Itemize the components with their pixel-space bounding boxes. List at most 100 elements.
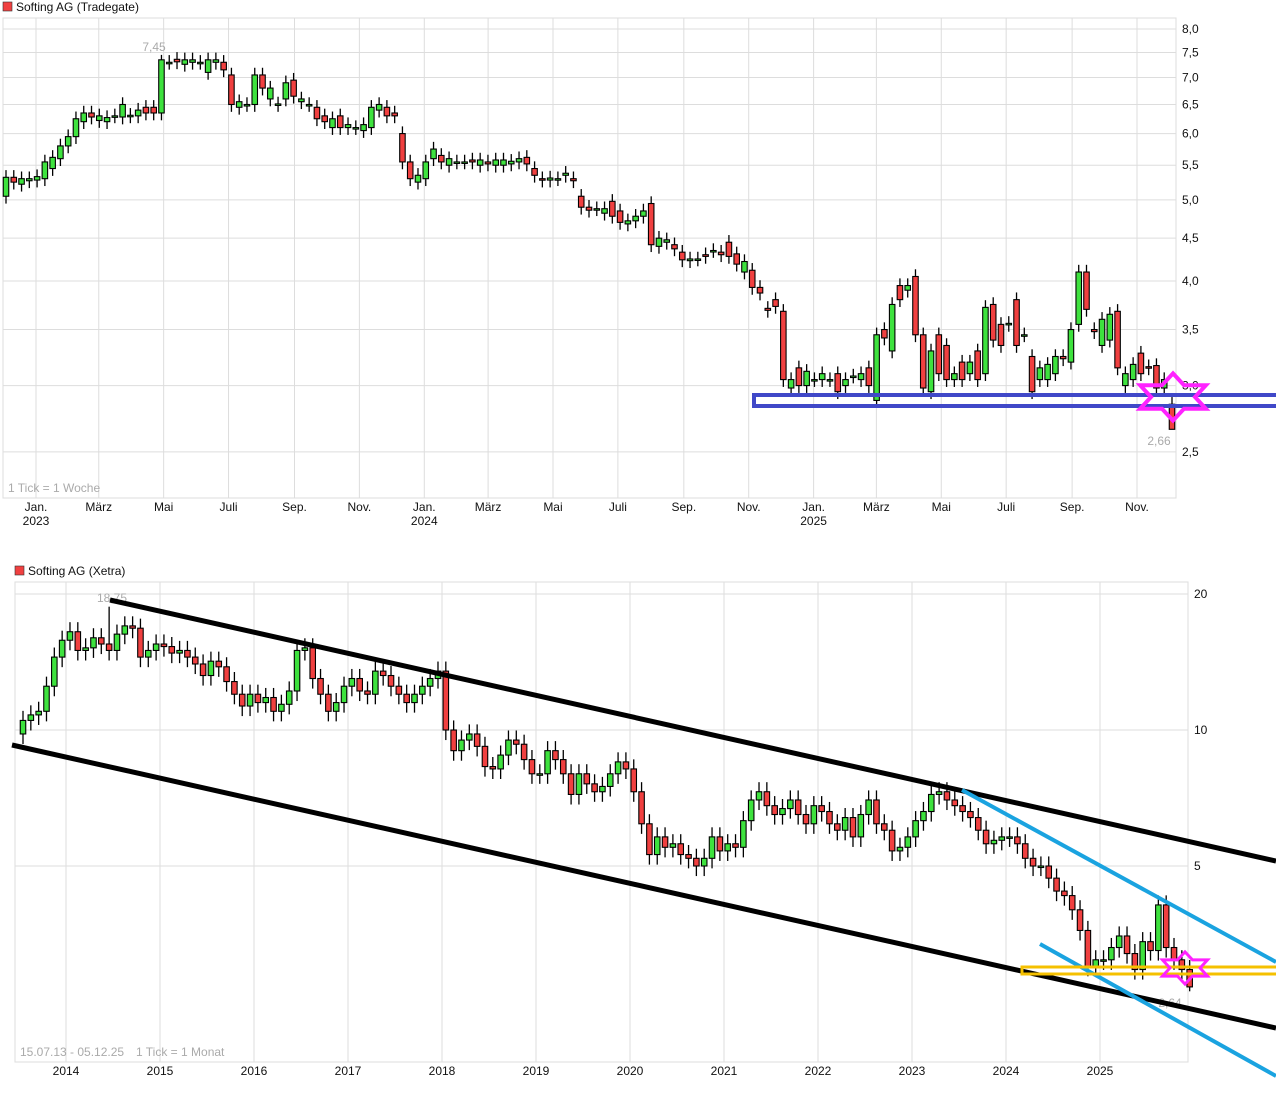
- candle-down: [1076, 909, 1084, 932]
- candle-down: [951, 799, 959, 807]
- candle-up: [372, 670, 379, 695]
- candle-up: [747, 799, 755, 822]
- candle-up: [927, 350, 935, 393]
- x-tick-label: Mai: [154, 500, 173, 514]
- candle-down: [10, 176, 18, 183]
- bottom-grid: [15, 582, 1188, 1062]
- x-tick-label: Juli: [609, 500, 627, 514]
- candle-down: [865, 367, 873, 387]
- x-tick-year: 2025: [800, 514, 827, 528]
- star-marker: [1159, 949, 1211, 987]
- candle-down: [678, 251, 686, 261]
- y-tick-label: 7,0: [1182, 71, 1199, 85]
- candle-up: [64, 136, 72, 147]
- y-tick-label: 6,0: [1182, 127, 1199, 141]
- candle-down: [748, 269, 756, 288]
- candle-down: [168, 646, 176, 654]
- candle-down: [1123, 935, 1131, 955]
- candle-up: [207, 660, 215, 677]
- candle-up: [663, 239, 671, 243]
- candle-up: [243, 103, 251, 107]
- candle-up: [818, 373, 826, 381]
- candle-up: [301, 647, 309, 651]
- lower-channel-line: [11, 742, 1276, 1031]
- candle-down: [379, 670, 387, 677]
- candle-up: [266, 87, 274, 100]
- candle-down: [567, 773, 575, 796]
- candle-down: [442, 670, 450, 731]
- candle-up: [274, 103, 282, 106]
- candle-down: [223, 666, 230, 683]
- candle-up: [26, 178, 33, 182]
- candle-down: [1178, 959, 1186, 971]
- candle-up: [103, 117, 111, 123]
- candle-up: [1100, 959, 1107, 962]
- candle-up: [235, 101, 243, 108]
- top-candles: [2, 52, 1176, 430]
- x-tick-label: 2022: [805, 1064, 832, 1078]
- candle-down: [254, 693, 262, 704]
- candle-up: [329, 118, 336, 129]
- y-tick-label: 4,0: [1182, 274, 1199, 288]
- candle-up: [740, 820, 747, 848]
- candle-up: [411, 693, 418, 704]
- candle-up: [453, 161, 461, 164]
- candle-up: [982, 306, 989, 375]
- bottom-candles: [19, 606, 1193, 992]
- candle-down: [1053, 877, 1060, 892]
- candle-up: [507, 160, 515, 165]
- top-min-label: 2,66: [1147, 434, 1171, 448]
- candle-down: [646, 823, 653, 856]
- candle-up: [348, 677, 356, 687]
- x-tick-year: 2024: [411, 514, 438, 528]
- candle-down: [406, 161, 414, 180]
- candle-up: [632, 215, 639, 222]
- candle-up: [1036, 367, 1044, 381]
- candle-up: [461, 161, 468, 164]
- candle-up: [710, 249, 717, 253]
- candle-up: [896, 846, 904, 852]
- candle-down: [780, 310, 787, 381]
- candle-up: [113, 633, 121, 651]
- candle-down: [137, 627, 144, 658]
- candle-down: [795, 367, 803, 387]
- candle-down: [336, 115, 344, 129]
- x-tick-label: März: [85, 500, 112, 514]
- candle-up: [497, 754, 504, 770]
- candle-down: [1145, 366, 1152, 369]
- candle-up: [601, 208, 608, 214]
- x-tick-label: 2023: [899, 1064, 926, 1078]
- candle-up: [575, 773, 583, 796]
- candle-up: [298, 98, 305, 103]
- candle-up: [426, 677, 434, 687]
- candle-up: [640, 210, 647, 217]
- candle-up: [724, 843, 732, 852]
- candle-up: [282, 82, 290, 100]
- candle-down: [732, 843, 739, 848]
- candle-up: [1155, 904, 1162, 952]
- candle-up: [262, 696, 270, 704]
- x-tick-label: Mai: [543, 500, 562, 514]
- candle-down: [834, 373, 842, 393]
- candle-down: [873, 799, 880, 825]
- candle-up: [352, 127, 360, 130]
- candle-down: [74, 631, 82, 651]
- y-tick-label: 4,5: [1182, 231, 1199, 245]
- candle-up: [842, 379, 849, 387]
- candle-down: [880, 823, 888, 831]
- candle-down: [173, 58, 181, 63]
- candle-up: [655, 237, 663, 247]
- candle-down: [98, 637, 105, 645]
- upper-trend-line: [961, 788, 1276, 964]
- candle-down: [733, 253, 740, 265]
- candle-up: [1037, 865, 1045, 869]
- candle-down: [888, 829, 896, 852]
- candle-up: [90, 637, 97, 649]
- y-tick-label: 5: [1194, 859, 1201, 873]
- candle-down: [220, 61, 227, 71]
- bottom-plot-frame: [14, 581, 1189, 1063]
- candle-up: [787, 379, 795, 389]
- candle-down: [1045, 865, 1053, 879]
- candle-down: [484, 161, 492, 165]
